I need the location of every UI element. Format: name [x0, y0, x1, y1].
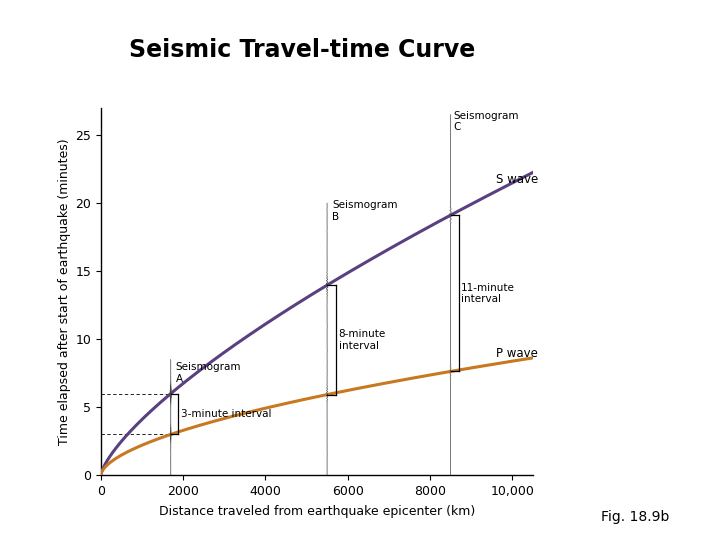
X-axis label: Distance traveled from earthquake epicenter (km): Distance traveled from earthquake epicen… — [158, 505, 475, 518]
Text: 8-minute
interval: 8-minute interval — [338, 329, 386, 350]
Text: Seismogram
B: Seismogram B — [332, 200, 397, 222]
Text: Fig. 18.9b: Fig. 18.9b — [601, 510, 670, 524]
Text: Seismogram
A: Seismogram A — [176, 362, 241, 384]
Y-axis label: Time elapsed after start of earthquake (minutes): Time elapsed after start of earthquake (… — [58, 138, 71, 445]
Text: Seismic Travel-time Curve: Seismic Travel-time Curve — [130, 38, 475, 62]
Text: S wave: S wave — [496, 173, 538, 186]
Text: P wave: P wave — [496, 347, 538, 360]
Text: 3-minute interval: 3-minute interval — [181, 409, 271, 419]
Text: Seismogram
C: Seismogram C — [454, 111, 519, 132]
Text: 11-minute
interval: 11-minute interval — [462, 282, 515, 304]
